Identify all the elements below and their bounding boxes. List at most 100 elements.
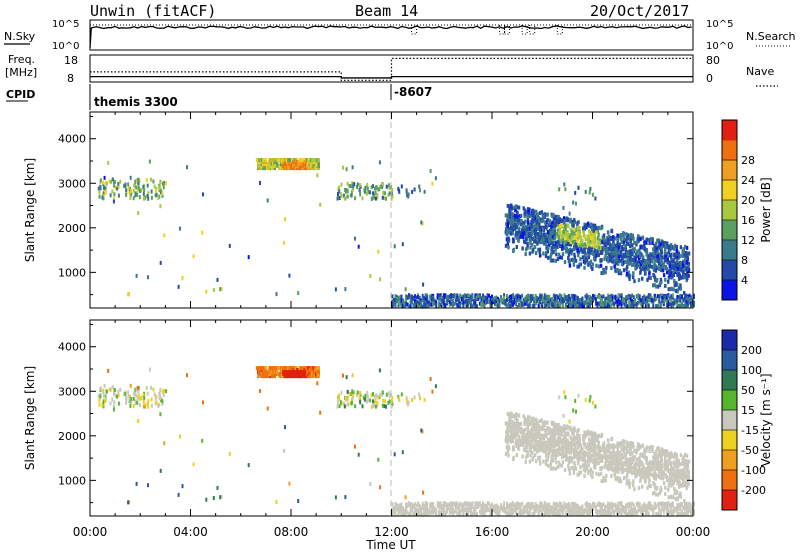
velocity-cell xyxy=(509,502,512,507)
power-cell xyxy=(518,235,521,240)
power-cell xyxy=(685,272,689,277)
velocity-cell xyxy=(534,505,537,510)
power-cell xyxy=(633,279,636,284)
power-cell xyxy=(620,247,624,252)
velocity-cell xyxy=(572,431,575,436)
power-cell xyxy=(595,225,598,230)
power-cell xyxy=(511,220,515,225)
power-cell xyxy=(364,185,367,190)
power-cell xyxy=(405,297,408,302)
velocity-cell xyxy=(98,402,101,407)
power-cell xyxy=(483,304,486,309)
velocity-cell xyxy=(345,375,348,380)
velocity-cell xyxy=(491,502,493,507)
power-cell xyxy=(562,216,566,221)
power-cell xyxy=(670,271,673,276)
power-cell xyxy=(542,296,545,301)
power-cell xyxy=(638,294,641,299)
power-cell xyxy=(577,264,581,269)
power-cell xyxy=(506,237,510,242)
power-cell xyxy=(535,234,539,239)
velocity-cell xyxy=(136,385,139,390)
power-cell xyxy=(667,301,670,306)
velocity-cell xyxy=(646,505,649,510)
power-cell xyxy=(567,237,570,242)
velocity-cell xyxy=(687,472,690,477)
power-cell xyxy=(688,298,691,303)
velocity-cell xyxy=(670,511,673,516)
power-cell xyxy=(594,196,597,201)
velocity-cell xyxy=(393,509,395,514)
power-cell xyxy=(393,297,395,302)
velocity-cell xyxy=(682,505,685,510)
power-cell xyxy=(659,267,663,272)
velocity-cell xyxy=(643,448,646,453)
velocity-cell xyxy=(113,400,116,405)
power-cell xyxy=(653,264,656,269)
power-cell xyxy=(554,258,557,263)
power-cell xyxy=(646,295,649,300)
power-cell xyxy=(529,235,532,240)
power-cell xyxy=(631,257,634,262)
power-cell xyxy=(652,247,655,252)
power-cell xyxy=(442,297,445,302)
velocity-cell xyxy=(685,508,688,513)
velocity-cell xyxy=(614,504,617,509)
power-cell xyxy=(572,293,575,298)
power-cell xyxy=(549,255,552,260)
velocity-cell xyxy=(391,509,394,514)
power-cell xyxy=(684,298,686,303)
velocity-cell xyxy=(569,508,572,513)
power-cell xyxy=(578,303,581,308)
power-cell xyxy=(162,181,164,186)
velocity-cell xyxy=(159,412,162,417)
power-cell xyxy=(674,263,677,267)
power-cell xyxy=(590,300,593,305)
power-cell xyxy=(579,235,582,240)
power-cell xyxy=(462,300,465,305)
power-cell xyxy=(603,243,606,248)
velocity-cell xyxy=(538,428,541,433)
power-cell xyxy=(430,302,433,307)
power-cell xyxy=(662,273,666,278)
power-cell xyxy=(526,230,530,235)
velocity-cell xyxy=(586,503,588,508)
velocity-cell xyxy=(590,508,593,513)
velocity-cell xyxy=(390,399,393,404)
velocity-cell xyxy=(601,503,603,508)
velocity-cell xyxy=(444,501,447,506)
power-cell xyxy=(647,297,650,302)
freq-unit: [MHz] xyxy=(5,66,37,79)
velocity-cell xyxy=(534,508,537,513)
power-cell xyxy=(506,222,509,227)
power-cell xyxy=(526,227,529,232)
power-cell xyxy=(638,299,641,304)
power-cell xyxy=(536,299,539,304)
velocity-cell xyxy=(400,506,403,511)
power-cell xyxy=(102,196,105,201)
power-cell xyxy=(381,182,384,187)
power-cell xyxy=(316,173,319,178)
power-cell xyxy=(556,240,560,245)
power-cell xyxy=(567,256,570,260)
power-cell xyxy=(113,180,116,185)
power-cell xyxy=(681,275,684,280)
velocity-cell xyxy=(540,505,543,509)
power-cell xyxy=(570,248,573,253)
power-cell xyxy=(432,299,435,304)
power-cell xyxy=(583,226,587,231)
power-cell xyxy=(447,295,450,300)
velocity-cell xyxy=(599,502,602,506)
power-cell xyxy=(602,233,606,238)
velocity-cell xyxy=(659,509,662,514)
velocity-cell xyxy=(526,453,529,458)
velocity-cell xyxy=(480,509,483,514)
velocity-cell xyxy=(379,485,382,490)
power-cell xyxy=(525,294,528,299)
figure-title: Unwin (fitACF) xyxy=(90,2,216,20)
power-cell xyxy=(670,299,673,304)
power-cell xyxy=(577,243,580,247)
velocity-cell xyxy=(469,503,472,508)
power-cell xyxy=(112,199,115,204)
